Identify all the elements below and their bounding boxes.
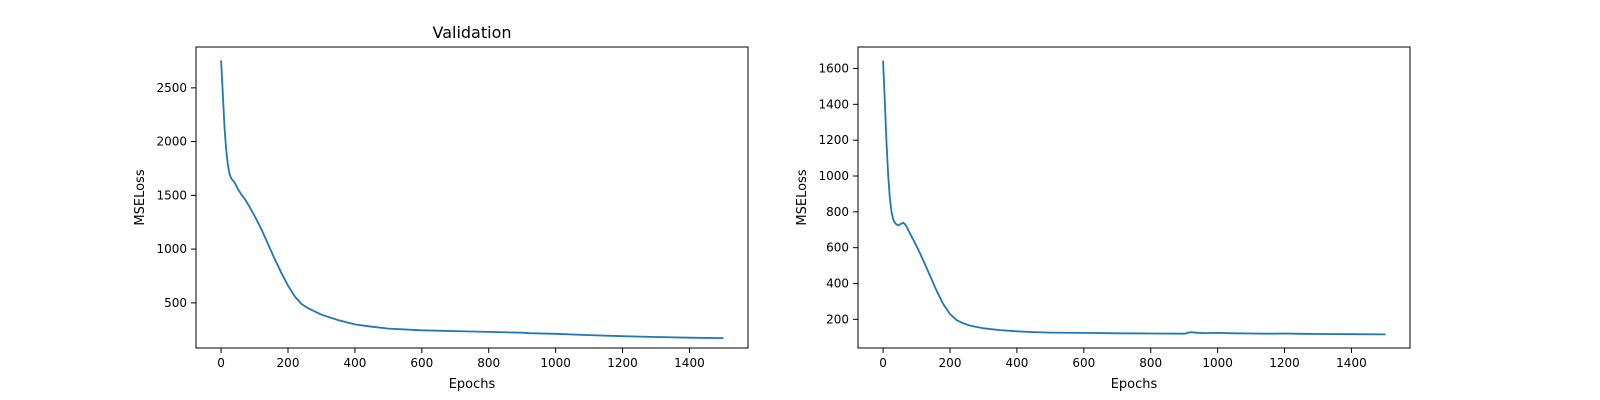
x-tick-label: 200 [939,356,962,370]
y-tick-label: 400 [826,277,849,291]
chart-title: Validation [432,23,511,42]
y-tick-label: 600 [826,241,849,255]
x-tick-label: 0 [217,356,225,370]
x-axis-label: Epochs [449,377,496,392]
x-tick-label: 1400 [674,356,705,370]
x-tick-label: 400 [343,356,366,370]
plot-frame [857,46,1411,349]
x-tick-label: 800 [477,356,500,370]
x-tick-label: 1400 [1336,356,1367,370]
x-tick-label: 1200 [607,356,638,370]
x-tick-label: 200 [277,356,300,370]
y-tick-label: 200 [826,312,849,326]
y-tick-label: 1600 [818,62,849,76]
y-tick-label: 2500 [156,81,187,95]
chart-right: 0 200 400 600 800 1000 1200 1400 200 400 600 800 100… [795,46,1411,392]
x-tick-label: 600 [1072,356,1095,370]
y-axis-label: MSELoss [133,169,148,225]
series-line-0 [882,60,1386,336]
series-line-0 [220,60,724,339]
plot-frame [195,46,749,349]
x-tick-label: 600 [410,356,433,370]
x-axis-label: Epochs [1111,377,1158,392]
x-tick-label: 1000 [540,356,571,370]
y-tick-label: 800 [826,205,849,219]
y-tick-label: 1400 [818,97,849,111]
y-tick-label: 1000 [818,169,849,183]
y-tick-label: 1200 [818,133,849,147]
chart-validation: 0 200 400 600 800 1000 1200 1400 500 1000 1500 2000… [133,23,749,392]
x-tick-label: 1200 [1269,356,1300,370]
y-axis-label: MSELoss [795,169,810,225]
y-tick-label: 1000 [156,242,187,256]
x-tick-label: 1000 [1202,356,1233,370]
y-tick-label: 1500 [156,188,187,202]
y-tick-label: 2000 [156,135,187,149]
y-tick-label: 500 [164,296,187,310]
x-tick-label: 400 [1005,356,1028,370]
x-tick-label: 800 [1139,356,1162,370]
x-tick-label: 0 [879,356,887,370]
